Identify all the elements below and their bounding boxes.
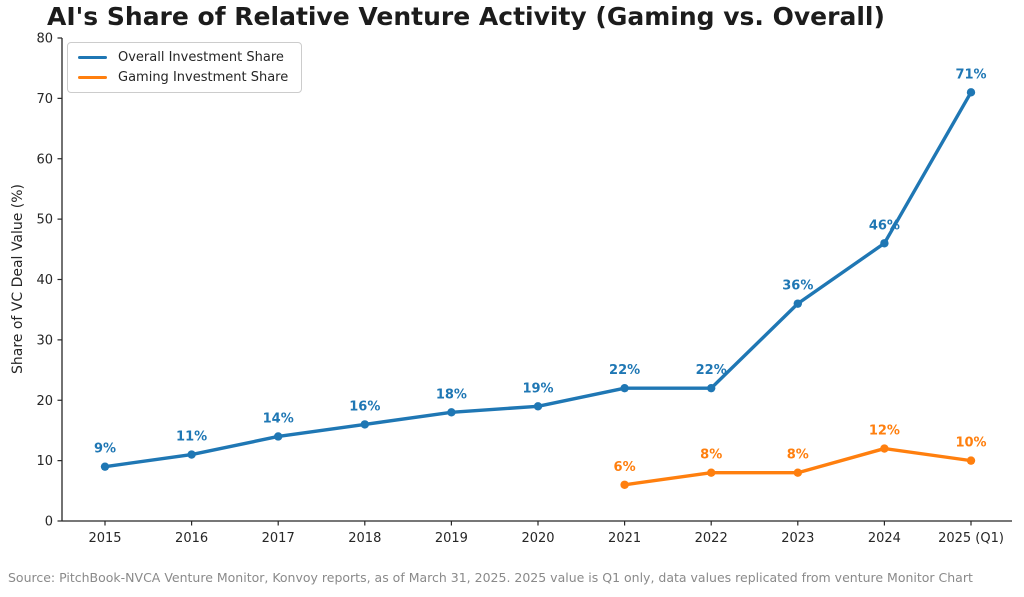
point-label-gaming-investment-share-2025-q1: 10% (955, 436, 986, 451)
x-tick-label: 2018 (348, 531, 381, 546)
y-tick-label: 80 (36, 32, 53, 47)
source-note: Source: PitchBook-NVCA Venture Monitor, … (8, 570, 973, 585)
point-label-overall-investment-share-2023: 36% (782, 279, 813, 294)
point-gaming-investment-share-2023 (793, 468, 802, 477)
x-tick-label: 2022 (695, 531, 728, 546)
legend-label-overall: Overall Investment Share (118, 50, 284, 65)
legend-item-gaming: Gaming Investment Share (78, 70, 288, 85)
point-label-overall-investment-share-2020: 19% (522, 381, 553, 396)
y-tick-label: 60 (36, 152, 53, 167)
point-label-overall-investment-share-2021: 22% (609, 363, 640, 378)
point-label-overall-investment-share-2015: 9% (94, 442, 116, 457)
point-overall-investment-share-2024 (880, 239, 889, 248)
point-label-gaming-investment-share-2022: 8% (700, 448, 722, 463)
y-tick-label: 0 (45, 515, 53, 530)
point-label-overall-investment-share-2019: 18% (436, 387, 467, 402)
legend: Overall Investment Share Gaming Investme… (67, 42, 303, 93)
point-label-gaming-investment-share-2024: 12% (869, 424, 900, 439)
legend-item-overall: Overall Investment Share (78, 50, 288, 65)
point-overall-investment-share-2021 (620, 383, 629, 393)
x-tick-label: 2019 (435, 531, 468, 546)
x-tick-label: 2025 (Q1) (938, 531, 1004, 546)
point-label-overall-investment-share-2025-q1: 71% (955, 67, 986, 82)
x-tick-label: 2017 (262, 531, 295, 546)
point-label-gaming-investment-share-2023: 8% (787, 448, 809, 463)
point-overall-investment-share-2022 (707, 383, 716, 393)
legend-label-gaming: Gaming Investment Share (118, 70, 289, 85)
point-overall-investment-share-2015 (100, 462, 110, 471)
legend-line-swatch-gaming (78, 76, 107, 79)
point-overall-investment-share-2018 (360, 420, 369, 429)
legend-line-swatch-overall (78, 56, 107, 59)
y-tick-label: 70 (36, 92, 53, 107)
point-label-overall-investment-share-2022: 22% (696, 363, 727, 378)
x-tick-label: 2015 (88, 531, 121, 546)
y-tick-label: 50 (36, 213, 53, 228)
x-tick-label: 2021 (608, 531, 641, 546)
point-gaming-investment-share-2022 (707, 468, 716, 477)
x-tick-label: 2023 (781, 531, 814, 546)
y-tick-label: 40 (36, 273, 53, 288)
point-gaming-investment-share-2021 (620, 480, 629, 489)
point-overall-investment-share-2017 (274, 432, 283, 441)
point-overall-investment-share-2019 (447, 408, 456, 417)
point-overall-investment-share-2016 (187, 450, 196, 459)
x-tick-label: 2020 (521, 531, 554, 546)
y-tick-label: 10 (36, 454, 53, 469)
x-tick-label: 2024 (868, 531, 901, 546)
y-tick-label: 30 (36, 333, 53, 348)
y-tick-label: 20 (36, 394, 53, 409)
point-label-overall-investment-share-2017: 14% (263, 411, 294, 426)
point-label-overall-investment-share-2024: 46% (869, 218, 900, 233)
point-gaming-investment-share-2024 (880, 444, 889, 453)
point-overall-investment-share-2020 (533, 402, 543, 411)
chart-title: AI's Share of Relative Venture Activity … (47, 2, 885, 31)
point-label-overall-investment-share-2018: 16% (349, 399, 380, 414)
point-overall-investment-share-2023 (793, 299, 802, 308)
point-overall-investment-share-2025-q1 (966, 88, 976, 97)
line-overall-investment-share (103, 90, 973, 469)
point-label-gaming-investment-share-2021: 6% (614, 460, 636, 475)
point-label-overall-investment-share-2016: 11% (176, 430, 207, 445)
point-gaming-investment-share-2025-q1 (966, 456, 976, 465)
x-tick-label: 2016 (175, 531, 208, 546)
